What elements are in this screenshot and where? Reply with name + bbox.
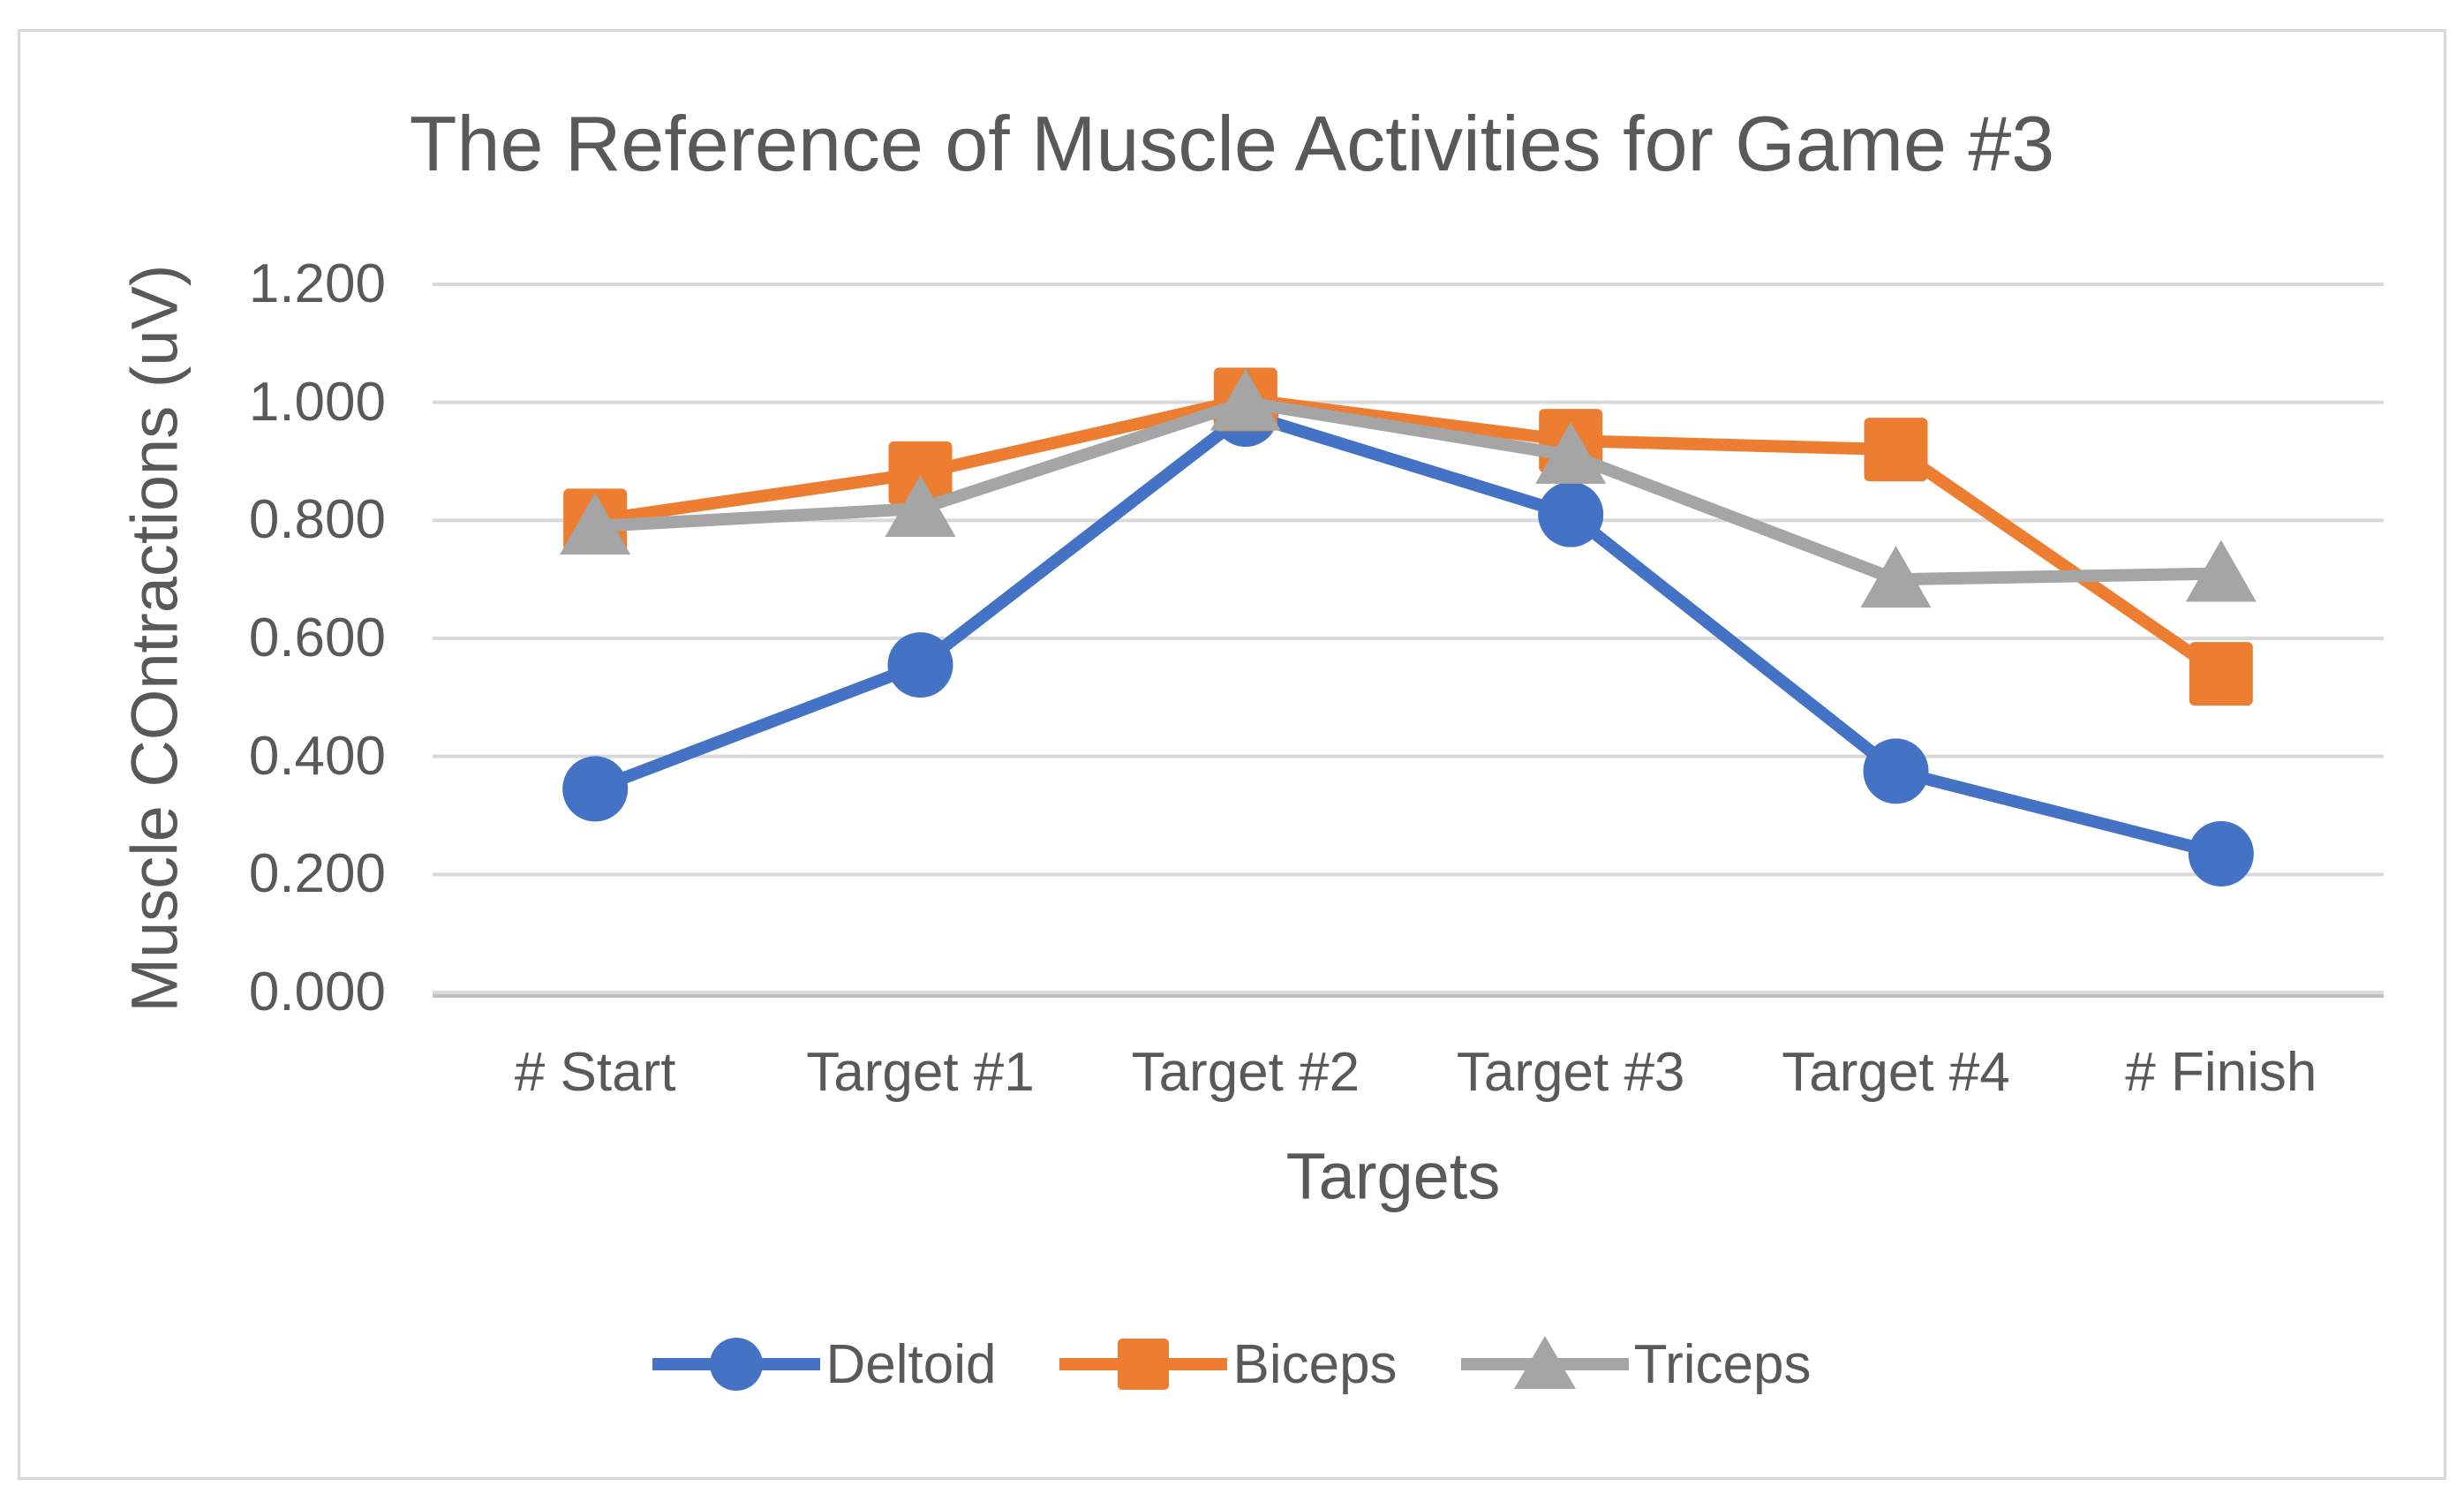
series-triceps-marker-triangle: [560, 493, 631, 555]
series-triceps-marker-triangle: [1860, 546, 1932, 608]
chart-title: The Reference of Muscle Activities for G…: [409, 100, 2055, 187]
y-tick-label: 0.000: [248, 962, 386, 1022]
legend-label: Triceps: [1633, 1333, 1812, 1395]
series-triceps-marker-triangle: [885, 474, 956, 537]
x-category-label: Target #4: [1782, 1042, 2010, 1103]
legend-label: Deltoid: [825, 1333, 997, 1395]
series-line-biceps: [589, 393, 2227, 681]
legend-swatch-square-icon: [1059, 1339, 1228, 1390]
series-deltoid-marker-circle: [1538, 481, 1604, 547]
series-deltoid-marker-circle: [887, 632, 953, 698]
y-tick-label: 1.200: [248, 253, 386, 314]
series-biceps-marker-square: [2189, 642, 2253, 706]
x-axis-title: Targets: [1285, 1139, 1501, 1213]
y-tick-label: 1.000: [248, 371, 386, 433]
legend-swatch-triangle-icon: [1460, 1336, 1629, 1389]
y-tick-label: 0.800: [248, 489, 386, 551]
series-line-triceps: [589, 396, 2227, 586]
series-triceps-marker-triangle: [1535, 421, 1607, 484]
series-triceps-marker-triangle: [2185, 539, 2257, 602]
y-tick-label: 0.200: [248, 843, 386, 905]
legend-swatch-circle-icon: [652, 1338, 821, 1391]
y-tick-label: 0.600: [248, 607, 386, 668]
series-deltoid-marker-circle: [2188, 820, 2254, 887]
series-deltoid-marker-circle: [562, 756, 629, 822]
x-category-label: # Start: [514, 1042, 676, 1103]
legend-item-biceps: Biceps: [1059, 1329, 1398, 1400]
x-category-label: Target #2: [1131, 1042, 1360, 1103]
series-triceps-marker-triangle: [1209, 368, 1281, 431]
legend-item-deltoid: Deltoid: [652, 1329, 996, 1400]
series-line-deltoid: [589, 408, 2227, 860]
legend-item-triceps: Triceps: [1460, 1329, 1812, 1400]
x-category-label: # Finish: [2125, 1042, 2317, 1103]
y-tick-label: 0.400: [248, 725, 386, 787]
series-deltoid-marker-circle: [1863, 738, 1929, 804]
chart-legend: Deltoid Biceps Triceps: [0, 1329, 2464, 1400]
x-category-label: Target #1: [806, 1042, 1035, 1103]
x-category-label: Target #3: [1456, 1042, 1685, 1103]
series-biceps-marker-square: [1864, 418, 1928, 482]
legend-label: Biceps: [1232, 1333, 1398, 1395]
chart-frame-border: [18, 29, 2446, 1480]
series-biceps-marker-square: [888, 441, 953, 505]
